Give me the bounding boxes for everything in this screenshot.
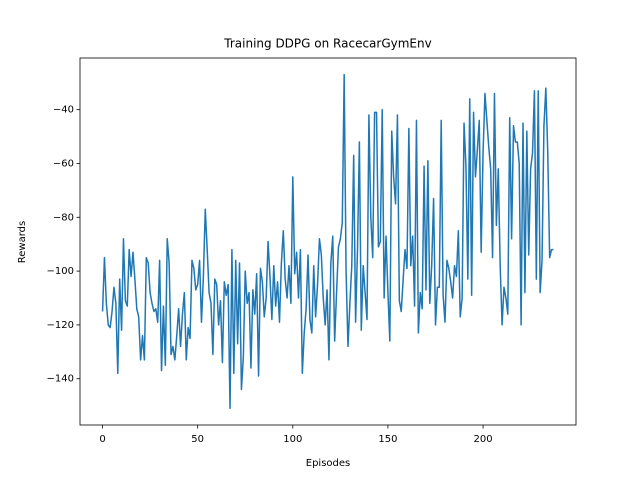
y-tick-label: −100 bbox=[47, 266, 74, 277]
y-tick-label: −120 bbox=[47, 320, 74, 331]
y-tick-label: −80 bbox=[53, 212, 74, 223]
data-line bbox=[101, 73, 554, 410]
x-tick-label: 0 bbox=[99, 434, 105, 445]
x-axis-label: Episodes bbox=[306, 458, 350, 469]
y-axis-label: Rewards bbox=[17, 221, 28, 263]
plot-area bbox=[101, 73, 554, 410]
x-tick-label: 50 bbox=[191, 434, 204, 445]
axes-frame bbox=[79, 57, 577, 426]
y-tick-label: −60 bbox=[53, 158, 74, 169]
chart-title: Training DDPG on RacecarGymEnv bbox=[223, 37, 431, 51]
y-tick-label: −140 bbox=[47, 374, 74, 385]
x-tick-label: 150 bbox=[378, 434, 397, 445]
y-tick-label: −40 bbox=[53, 105, 74, 116]
x-tick-label: 200 bbox=[474, 434, 493, 445]
x-tick-label: 100 bbox=[283, 434, 302, 445]
